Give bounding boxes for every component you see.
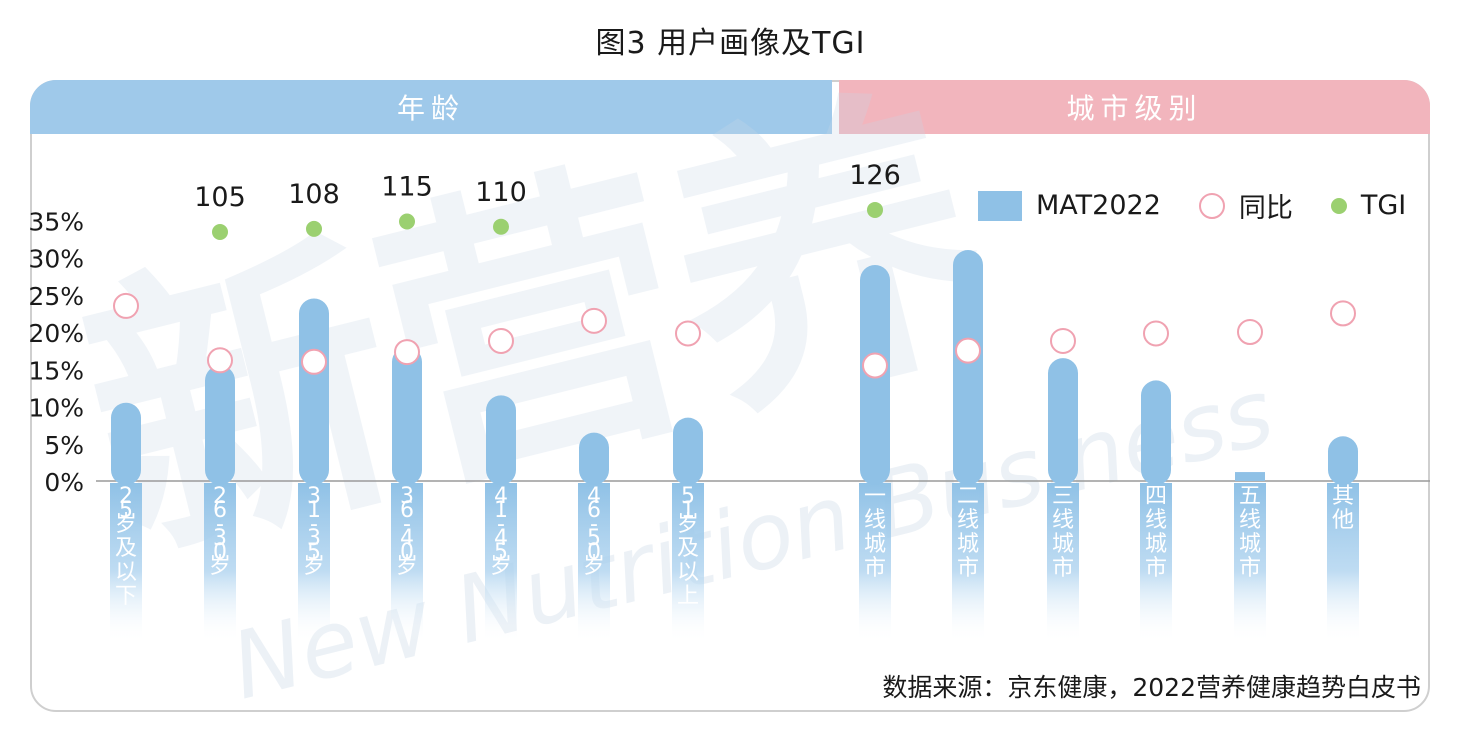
bar-mat xyxy=(111,402,141,485)
bar-mat xyxy=(1048,358,1078,485)
tgi-marker xyxy=(867,201,883,218)
legend: MAT2022 同比 TGI xyxy=(978,186,1444,225)
category-label: 4 1 -4 5 岁 xyxy=(490,484,512,579)
category-label-strip xyxy=(298,483,330,643)
category-label-strip xyxy=(578,483,610,643)
yoy-marker xyxy=(1143,320,1169,347)
bar-mat xyxy=(1328,436,1358,485)
section-header-city: 城市级别 xyxy=(839,80,1430,134)
bar-mat xyxy=(486,395,516,485)
tgi-value-label: 108 xyxy=(288,179,340,210)
category-label: 二线城市 xyxy=(957,484,979,581)
tgi-marker xyxy=(399,213,415,230)
tgi-value-label: 126 xyxy=(849,160,901,191)
yoy-marker xyxy=(488,327,514,354)
category-label-strip xyxy=(1327,483,1359,643)
category-label-strip xyxy=(485,483,517,643)
chart-title: 图3 用户画像及TGI xyxy=(595,26,866,61)
category-label-strip xyxy=(672,483,704,643)
yoy-marker xyxy=(394,339,420,366)
tgi-marker xyxy=(212,224,228,240)
category-label: 5 1 岁及以上 xyxy=(677,484,699,609)
bar-mat xyxy=(205,365,235,485)
bar-mat xyxy=(579,432,609,485)
bar-mat xyxy=(299,298,329,485)
legend-yoy-label: 同比 xyxy=(1238,193,1293,224)
legend-mat: MAT2022 xyxy=(978,190,1161,221)
category-label: 五线城市 xyxy=(1239,484,1261,581)
y-tick-label: 15% xyxy=(28,356,84,385)
category-label-strip xyxy=(110,483,142,643)
yoy-marker xyxy=(113,292,139,319)
category-label: 2 5 岁及以下 xyxy=(115,484,137,609)
category-label: 3 1 -3 5 岁 xyxy=(303,484,325,579)
yoy-marker xyxy=(581,307,607,334)
y-tick-label: 5% xyxy=(44,431,84,460)
legend-mat-label: MAT2022 xyxy=(1036,190,1161,221)
legend-tgi: TGI xyxy=(1330,190,1407,221)
yoy-marker xyxy=(862,352,888,379)
yoy-marker xyxy=(675,320,701,347)
source-note: 数据来源：京东健康，2022营养健康趋势白皮书 xyxy=(882,673,1421,702)
yoy-marker xyxy=(955,337,981,364)
tgi-marker xyxy=(493,218,509,235)
category-label-strip xyxy=(859,483,891,643)
legend-ring-icon xyxy=(1198,192,1225,219)
tgi-value-label: 110 xyxy=(475,177,527,208)
category-label: 其他 xyxy=(1332,484,1354,533)
y-tick-label: 25% xyxy=(28,282,84,311)
category-label-strip xyxy=(1140,483,1172,643)
category-label: 三线城市 xyxy=(1052,484,1074,581)
y-tick-label: 10% xyxy=(28,394,84,423)
y-tick-label: 20% xyxy=(28,319,84,348)
y-tick-label: 0% xyxy=(44,468,84,497)
yoy-marker xyxy=(1050,327,1076,354)
bar-mat xyxy=(392,346,422,485)
category-label: 3 6 -4 0 岁 xyxy=(396,484,418,579)
y-tick-label: 35% xyxy=(28,207,84,236)
y-tick-label: 30% xyxy=(28,245,84,274)
section-header-age: 年龄 xyxy=(30,80,832,134)
category-label: 四线城市 xyxy=(1145,484,1167,581)
yoy-marker xyxy=(1330,300,1356,327)
bar-mat xyxy=(953,250,983,485)
category-label-strip xyxy=(204,483,236,643)
category-label: 4 6 -5 0 岁 xyxy=(583,484,605,579)
yoy-marker xyxy=(1237,319,1263,345)
yoy-marker xyxy=(301,348,327,375)
bar-mat xyxy=(1235,472,1265,481)
category-label-strip xyxy=(391,483,423,643)
legend-tgi-label: TGI xyxy=(1360,190,1407,221)
tgi-marker xyxy=(306,220,322,237)
category-label-strip xyxy=(1047,483,1079,643)
tgi-value-label: 105 xyxy=(194,182,246,213)
yoy-marker xyxy=(207,347,233,374)
tgi-value-label: 115 xyxy=(381,172,433,203)
legend-yoy: 同比 xyxy=(1198,186,1293,225)
category-label: 一线城市 xyxy=(864,484,886,581)
category-label-strip xyxy=(1234,483,1266,643)
legend-dot-icon xyxy=(1330,197,1347,214)
legend-bar-swatch-icon xyxy=(978,190,1022,221)
bar-mat xyxy=(673,417,703,485)
bar-mat xyxy=(1141,380,1171,485)
category-label-strip xyxy=(952,483,984,643)
category-label: 2 6 -3 0 岁 xyxy=(209,484,231,579)
